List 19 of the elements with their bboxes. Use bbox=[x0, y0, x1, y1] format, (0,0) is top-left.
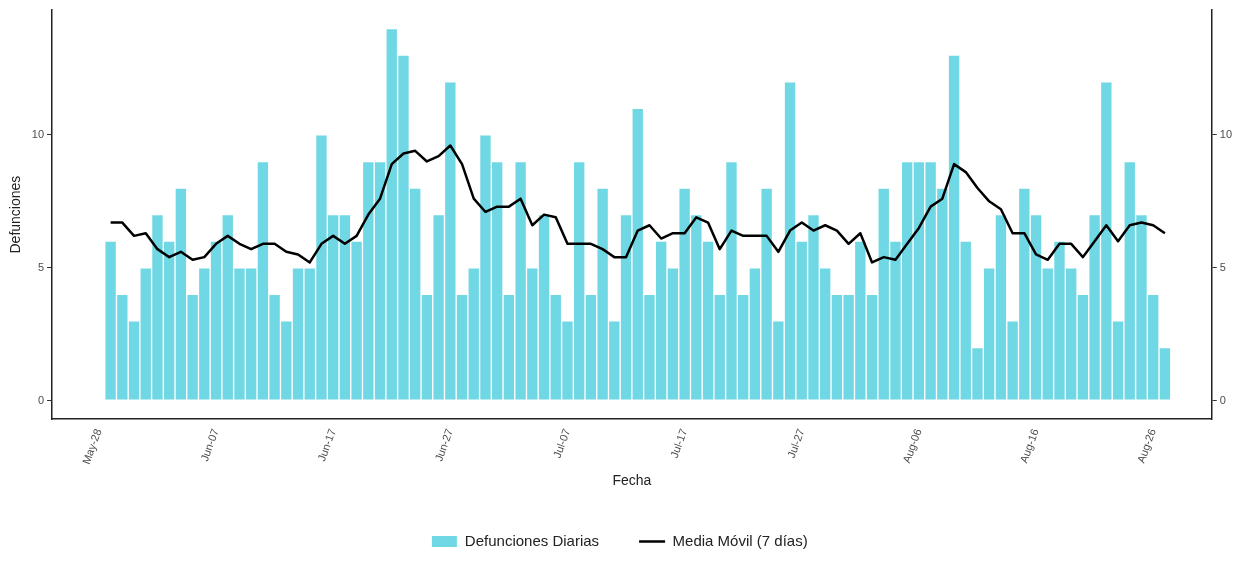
y-axis-title: Defunciones bbox=[7, 175, 24, 254]
x-tick-label: Jul-27 bbox=[784, 427, 807, 460]
legend-label: Media Móvil (7 días) bbox=[672, 531, 808, 549]
x-tick-label: Aug-06 bbox=[900, 427, 924, 465]
x-tick-label: Aug-16 bbox=[1017, 427, 1041, 465]
x-tick-label: Jul-07 bbox=[550, 427, 573, 460]
y2-tick-label: 10 bbox=[1219, 127, 1233, 140]
y-tick-label: 0 bbox=[37, 393, 45, 406]
x-tick-label: Aug-26 bbox=[1134, 427, 1158, 465]
x-tick-label: Jun-27 bbox=[432, 427, 456, 463]
legend-label: Defunciones Diarias bbox=[464, 531, 600, 549]
x-axis-title: Fecha bbox=[612, 472, 652, 489]
y2-tick-label: 5 bbox=[1219, 260, 1226, 273]
x-tick-label: Jul-17 bbox=[667, 427, 690, 460]
y2-tick-label: 0 bbox=[1219, 393, 1226, 406]
y-tick-label: 10 bbox=[31, 127, 45, 140]
x-tick-label: Jun-17 bbox=[315, 427, 338, 463]
y-tick-label: 5 bbox=[37, 260, 45, 273]
x-tick-label: Jun-07 bbox=[197, 427, 221, 463]
